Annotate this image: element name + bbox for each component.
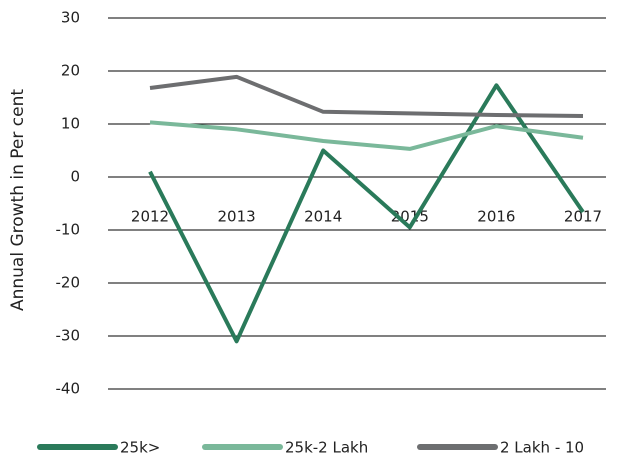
x-tick-label: 2012 [131,208,169,226]
series-line [149,74,584,119]
x-tick-label: 2017 [564,208,602,226]
legend-label: 25k> [120,439,160,457]
x-tick-label: 2016 [477,208,515,226]
legend-label: 25k-2 Lakh [285,439,368,457]
y-axis-label: Annual Growth in Per cent [8,89,28,311]
x-tick-label: 2013 [218,208,256,226]
legend-label: 2 Lakh - 10 [500,439,584,457]
y-tick-label: -40 [56,380,81,398]
series-line [148,83,585,344]
y-tick-label: 30 [61,9,80,27]
y-tick-label: 0 [70,168,80,186]
x-tick-label: 2014 [304,208,342,226]
y-tick-label: -30 [56,327,81,345]
y-tick-label: 10 [61,115,80,133]
y-tick-label: -10 [56,221,81,239]
series-line [149,120,584,151]
y-tick-label: -20 [56,274,81,292]
y-tick-label: 20 [61,62,80,80]
